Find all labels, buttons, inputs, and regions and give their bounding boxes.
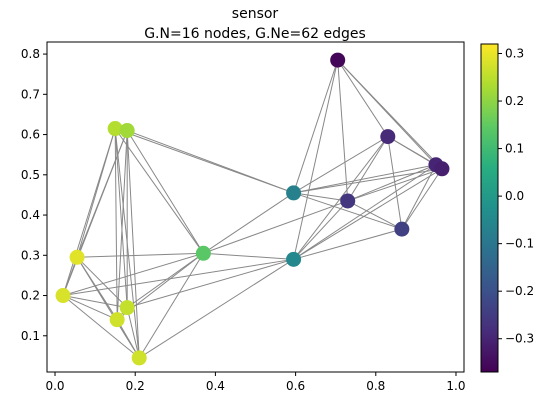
colorbar-gradient [481,44,498,372]
x-tick-label: 0.4 [206,379,225,393]
graph-edge-17 [76,256,128,308]
graph-node-3 [55,288,71,304]
graph-edge-22 [62,295,140,359]
colorbar: 0.3 0.2 0.1 0.0 −0.1 −0.2 −0.3 [480,43,534,373]
graph-edge-47 [293,168,443,260]
colorbar-tick-label: −0.3 [505,332,534,346]
graph-edge-32 [138,258,294,359]
axes-frame [46,41,465,373]
graph-edge-28 [126,307,140,359]
graph-node-12 [380,129,396,145]
graph-node-9 [286,251,302,267]
graph-edge-41 [293,168,443,194]
graph-node-4 [109,312,125,328]
graph-node-15 [434,161,450,177]
graph-edge-35 [203,200,348,254]
graph-edge-34 [203,252,294,260]
edges-layer [62,59,443,359]
graph-edge-6 [114,128,204,254]
graph-edge-33 [203,192,294,254]
graph-edge-44 [293,136,389,260]
x-tick-label: 1.0 [446,379,465,393]
graph-edge-31 [138,253,204,359]
colorbar-tick-label: 0.0 [505,189,524,203]
graph-edge-38 [293,136,389,194]
x-tick-label: 0.8 [366,379,385,393]
x-axis: 0.0 0.2 0.4 0.6 0.8 1.0 [45,372,466,393]
graph-edge-59 [401,164,437,230]
graph-edge-40 [293,164,437,194]
graph-node-1 [119,123,135,139]
graph-node-13 [394,221,410,237]
graph-edge-49 [337,59,389,137]
y-tick-label: 0.4 [21,208,40,222]
graph-edge-56 [387,136,403,230]
graph-edge-13 [126,130,204,254]
x-tick-label: 0.2 [126,379,145,393]
graph-edge-60 [401,168,443,230]
graph-edge-4 [114,128,128,308]
colorbar-tick-label: 0.2 [505,94,524,108]
graph-edge-20 [62,295,118,321]
graph-edge-19 [77,252,204,258]
plot-area [55,52,450,366]
graph-edge-14 [127,130,294,194]
colorbar-ticks: 0.3 0.2 0.1 0.0 −0.1 −0.2 −0.3 [498,47,534,346]
graph-edge-2 [62,128,116,296]
colorbar-tick-label: 0.1 [505,142,524,156]
chart-title: sensor [232,6,279,22]
graph-edge-18 [76,257,140,359]
chart-subtitle: G.N=16 nodes, G.Ne=62 edges [144,26,366,42]
y-tick-label: 0.1 [21,329,40,343]
graph-node-11 [340,193,356,209]
graph-edge-24 [62,258,294,297]
y-tick-label: 0.8 [21,47,40,61]
graph-edge-10 [116,130,128,320]
graph-node-10 [330,52,346,68]
graph-edge-39 [293,192,403,230]
graph-edge-36 [293,59,339,194]
nodes-layer [55,52,450,366]
graph-node-7 [195,245,211,261]
y-axis: 0.1 0.2 0.3 0.4 0.5 0.6 0.7 0.8 [21,47,47,343]
graph-edge-54 [347,164,437,202]
graph-node-6 [131,350,147,366]
graph-edge-42 [293,60,339,260]
y-tick-label: 0.6 [21,128,40,142]
graph-node-5 [119,300,135,316]
graph-edge-12 [126,130,140,358]
graph-edge-43 [293,200,349,260]
colorbar-frame [480,43,499,373]
graph-edge-23 [62,252,204,297]
graph-node-8 [286,185,302,201]
graph-edge-30 [127,258,294,309]
graph-node-0 [107,121,123,137]
colorbar-tick-label: 0.3 [505,47,524,61]
y-tick-label: 0.5 [21,168,40,182]
x-tick-label: 0.6 [286,379,305,393]
graph-edge-53 [347,200,403,230]
y-tick-label: 0.3 [21,248,40,262]
graph-edge-29 [126,252,204,309]
colorbar-tick-label: −0.2 [505,284,534,298]
colorbar-tick-label: −0.1 [505,237,534,251]
y-tick-label: 0.7 [21,87,40,101]
graph-edge-45 [293,228,402,260]
graph-edge-21 [62,295,128,309]
graph-edge-9 [62,130,128,296]
graph-edge-51 [337,59,443,170]
y-tick-label: 0.2 [21,289,40,303]
graph-edge-37 [293,192,348,202]
x-tick-label: 0.0 [45,379,64,393]
graph-edge-52 [347,136,389,202]
graph-node-2 [69,249,85,265]
graph-edge-48 [337,60,349,201]
graph-edge-46 [293,164,437,260]
